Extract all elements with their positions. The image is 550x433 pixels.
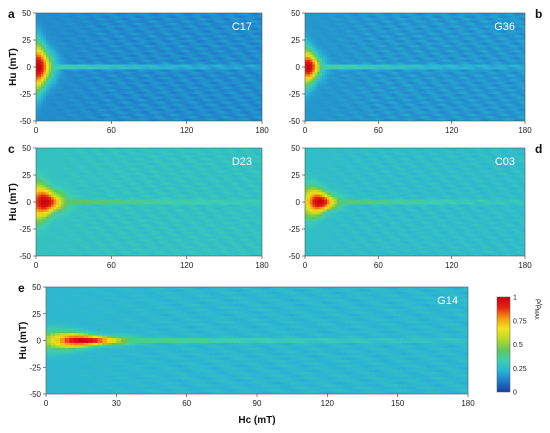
colorbar: 0 0.25 0.5 0.75 1 ρ/ρMAX <box>496 295 542 397</box>
heatmap-G14 <box>46 287 468 394</box>
colorbar-tick-label: 0.25 <box>513 366 527 373</box>
panel-letter: b <box>535 7 542 21</box>
x-tick-label: 180 <box>461 399 475 408</box>
x-tick-label: 180 <box>518 126 532 135</box>
y-tick-label: -25 <box>29 363 41 372</box>
heatmap-C17 <box>36 13 262 121</box>
heatmap-D23 <box>36 148 262 256</box>
x-tick-label: 120 <box>445 126 459 135</box>
x-tick-label: 90 <box>253 399 262 408</box>
x-tick-label: 120 <box>321 399 335 408</box>
y-tick-label: 50 <box>291 144 300 153</box>
y-tick-label: 0 <box>296 63 301 72</box>
x-tick-label: 180 <box>518 261 532 270</box>
x-tick-label: 60 <box>107 261 116 270</box>
panel-letter: a <box>8 7 15 21</box>
x-tick-label: 120 <box>180 261 194 270</box>
y-tick-label: -50 <box>29 390 41 399</box>
y-tick-label: 25 <box>291 36 300 45</box>
y-axis-label: Hu (mT) <box>8 48 19 86</box>
y-tick-label: 0 <box>37 337 42 346</box>
colorbar-tick-label: 0.75 <box>513 318 527 325</box>
y-tick-label: -50 <box>288 252 300 261</box>
colorbar-tick-label: 1 <box>513 295 517 302</box>
y-tick-label: 50 <box>32 283 41 292</box>
x-tick-label: 60 <box>182 399 191 408</box>
colorbar-bar <box>496 296 511 393</box>
colorbar-tick-label: 0 <box>513 390 517 397</box>
x-axis-label: Hc (mT) <box>238 415 275 426</box>
x-tick-label: 0 <box>303 261 308 270</box>
panel-letter: d <box>535 142 542 156</box>
panel-letter: c <box>8 142 15 156</box>
x-tick-label: 120 <box>180 126 194 135</box>
x-tick-label: 180 <box>255 126 269 135</box>
y-tick-label: 25 <box>22 171 31 180</box>
x-tick-label: 180 <box>255 261 269 270</box>
y-axis-label: Hu (mT) <box>8 183 19 221</box>
y-tick-label: 25 <box>291 171 300 180</box>
x-tick-label: 0 <box>34 126 39 135</box>
x-tick-label: 0 <box>34 261 39 270</box>
y-tick-label: 25 <box>22 36 31 45</box>
y-tick-label: -50 <box>19 117 31 126</box>
y-tick-label: 50 <box>22 9 31 18</box>
x-tick-label: 120 <box>445 261 459 270</box>
colorbar-title-sub: MAX <box>533 309 539 321</box>
heatmap-C03 <box>305 148 525 256</box>
x-tick-label: 60 <box>374 261 383 270</box>
y-tick-label: 0 <box>296 198 301 207</box>
y-tick-label: -25 <box>19 225 31 234</box>
y-tick-label: -50 <box>288 117 300 126</box>
sample-label: G14 <box>437 295 458 307</box>
x-tick-label: 0 <box>44 399 49 408</box>
panel-letter: e <box>18 281 25 295</box>
y-tick-label: -50 <box>19 252 31 261</box>
y-tick-label: 0 <box>27 198 32 207</box>
colorbar-title: ρ/ρMAX <box>533 299 542 320</box>
x-tick-label: 60 <box>374 126 383 135</box>
x-tick-label: 30 <box>112 399 121 408</box>
x-tick-label: 150 <box>391 399 405 408</box>
x-tick-label: 0 <box>303 126 308 135</box>
y-tick-label: 50 <box>22 144 31 153</box>
sample-label: C03 <box>495 156 515 168</box>
y-tick-label: -25 <box>288 225 300 234</box>
y-tick-label: 50 <box>291 9 300 18</box>
colorbar-tick-label: 0.5 <box>513 342 523 349</box>
sample-label: G36 <box>494 21 515 33</box>
y-tick-label: 25 <box>32 310 41 319</box>
sample-label: D23 <box>232 156 252 168</box>
y-tick-label: 0 <box>27 63 32 72</box>
y-tick-label: -25 <box>19 90 31 99</box>
y-axis-label: Hu (mT) <box>18 322 29 360</box>
sample-label: C17 <box>232 21 252 33</box>
y-tick-label: -25 <box>288 90 300 99</box>
x-tick-label: 60 <box>107 126 116 135</box>
heatmap-G36 <box>305 13 525 121</box>
